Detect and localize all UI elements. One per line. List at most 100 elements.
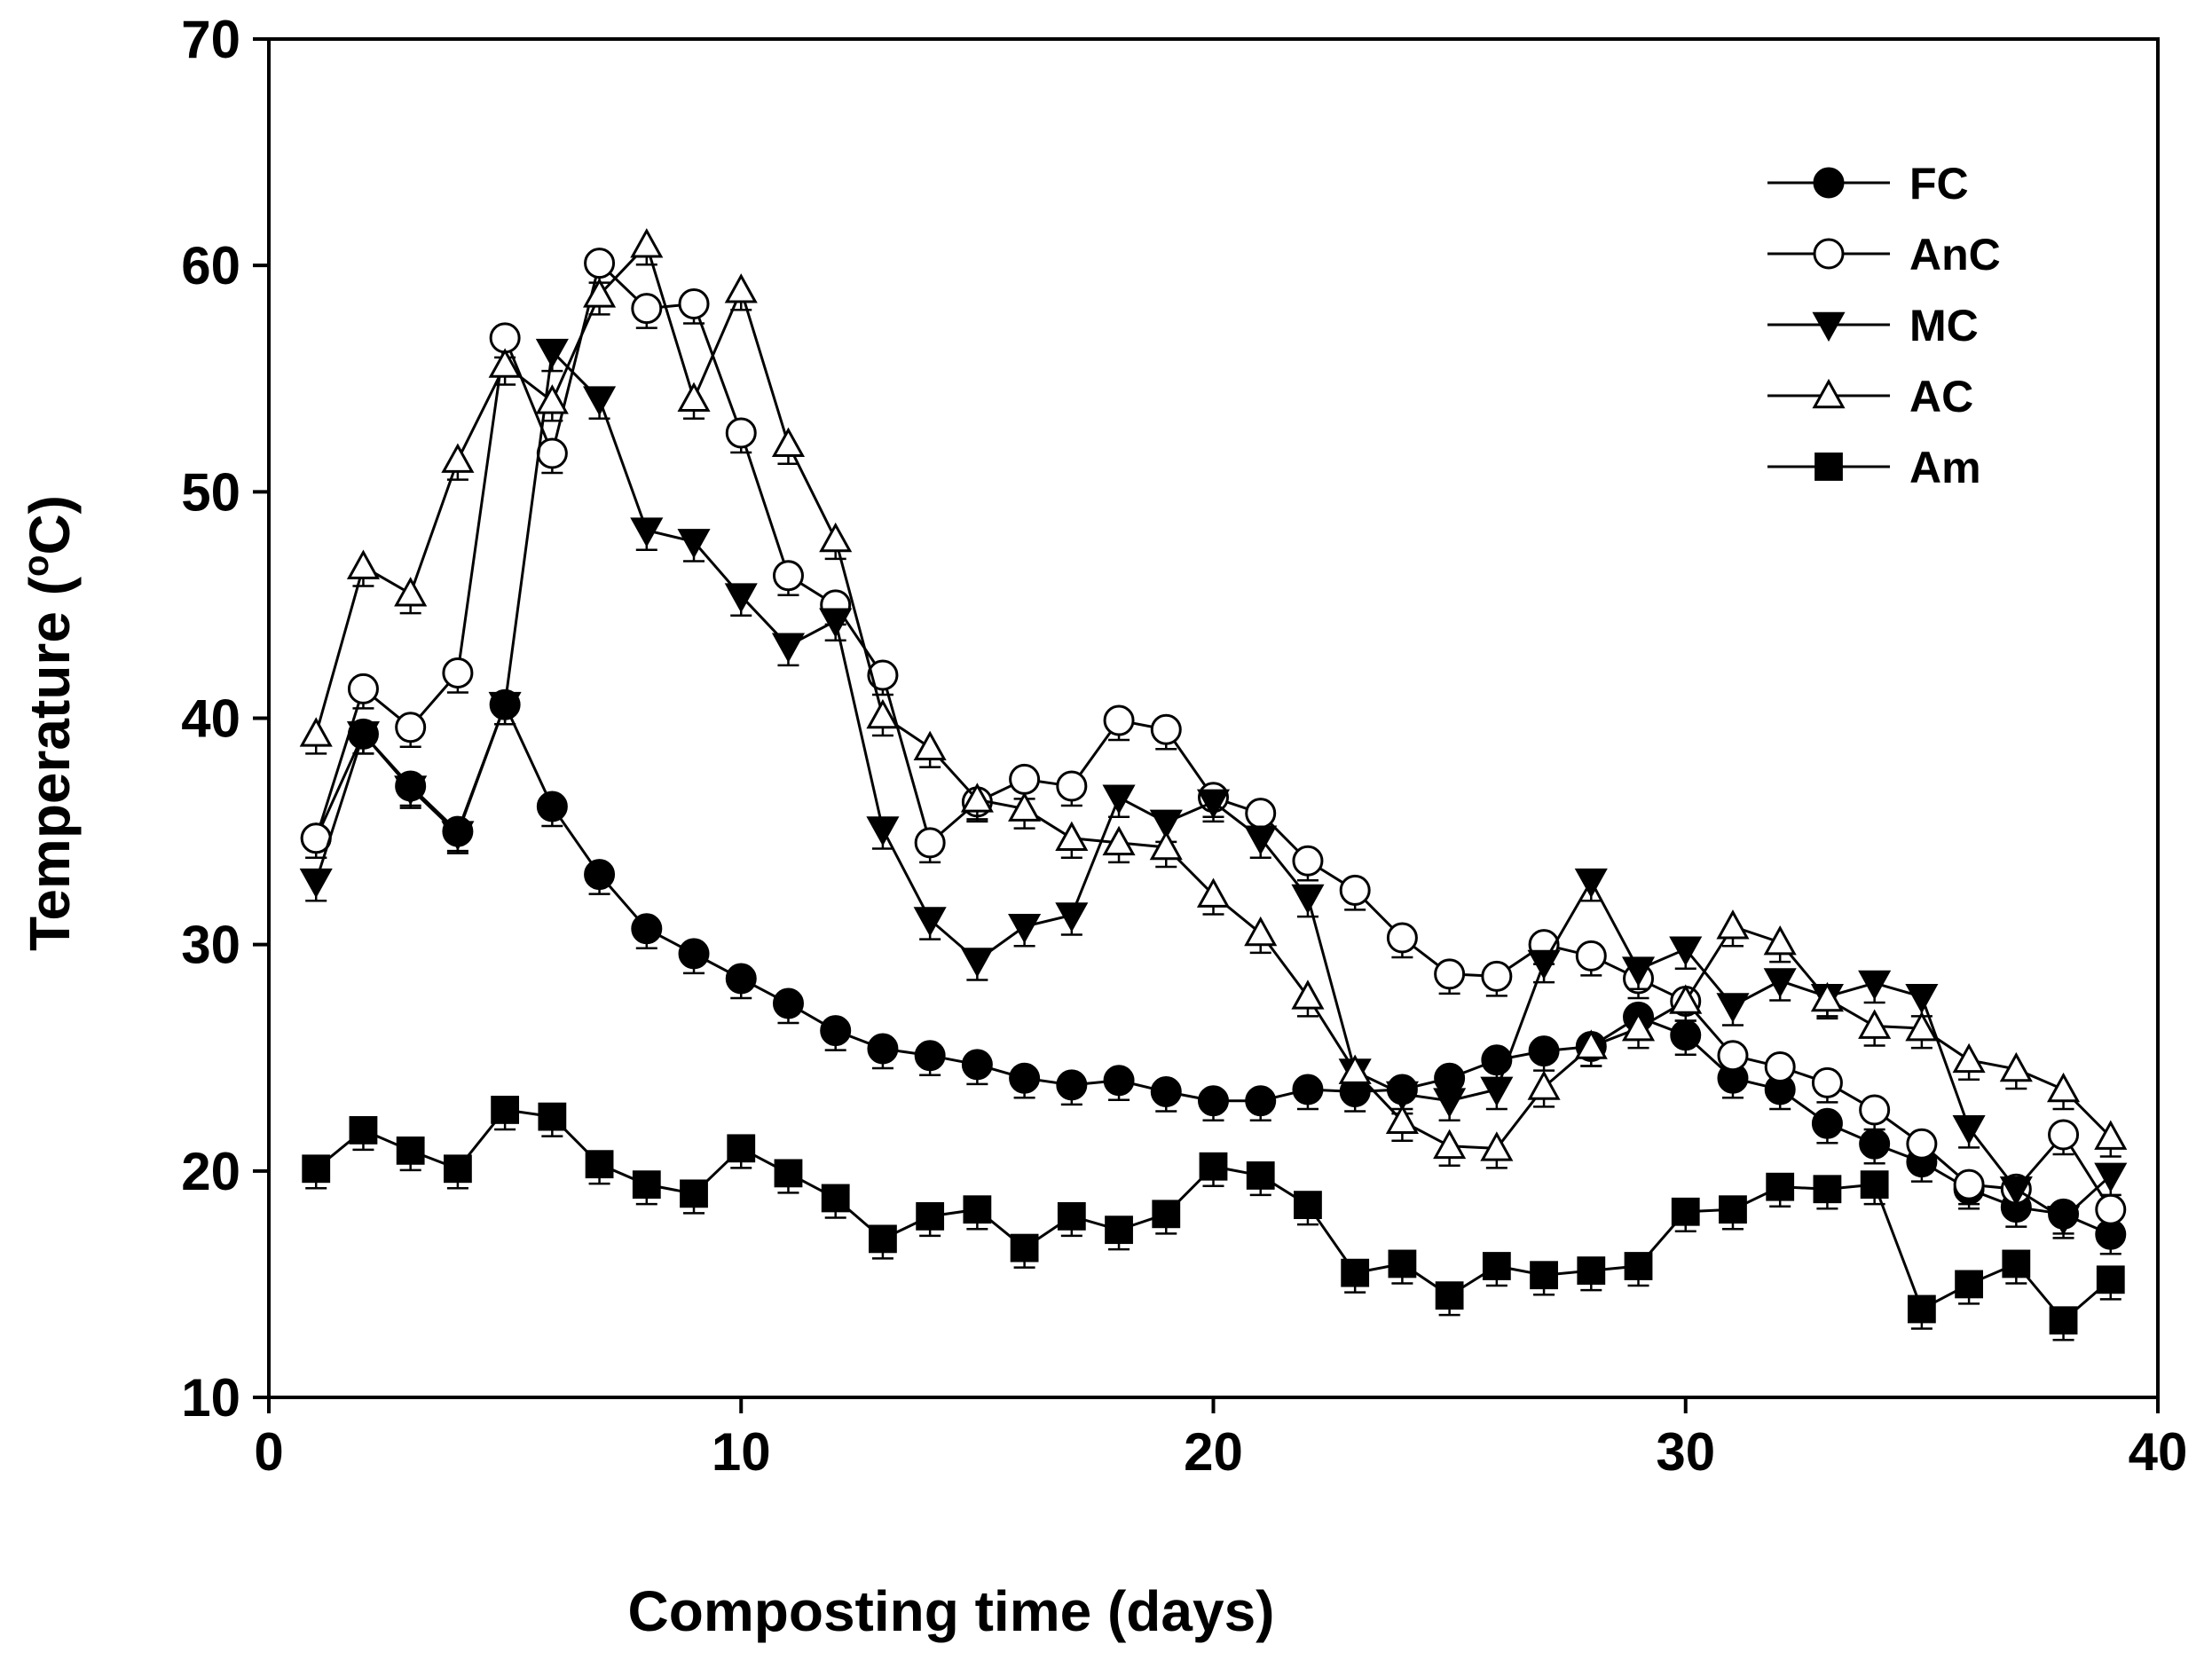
data-point bbox=[584, 248, 616, 279]
data-point bbox=[584, 859, 616, 891]
data-point bbox=[632, 1170, 661, 1200]
data-point bbox=[913, 730, 947, 760]
data-point bbox=[1528, 1035, 1560, 1067]
data-point bbox=[1292, 845, 1324, 877]
data-point bbox=[538, 1102, 567, 1131]
data-point bbox=[1434, 1062, 1466, 1094]
data-point bbox=[914, 1040, 946, 1072]
legend-marker bbox=[1814, 452, 1843, 481]
x-tick-label: 0 bbox=[254, 1422, 283, 1482]
data-point bbox=[1859, 1094, 1891, 1126]
data-point bbox=[1009, 763, 1041, 795]
data-point bbox=[1433, 1088, 1467, 1118]
data-point bbox=[677, 382, 711, 413]
x-tick-label: 40 bbox=[2129, 1422, 2188, 1482]
data-point bbox=[867, 659, 899, 691]
data-point bbox=[1999, 1176, 2033, 1207]
legend-label: MC bbox=[1909, 301, 1979, 350]
data-point bbox=[772, 560, 804, 592]
data-point bbox=[1244, 825, 1278, 855]
data-point bbox=[819, 608, 853, 638]
data-point bbox=[1008, 913, 1042, 944]
data-point bbox=[1952, 1042, 1986, 1074]
data-point bbox=[866, 698, 900, 729]
data-point bbox=[1859, 1128, 1891, 1160]
data-point bbox=[1907, 1294, 1936, 1324]
data-point bbox=[1810, 981, 1844, 1012]
data-point bbox=[1292, 1074, 1324, 1105]
data-point bbox=[1009, 1062, 1041, 1094]
data-point bbox=[1860, 1170, 1889, 1200]
data-point bbox=[1955, 1270, 1983, 1299]
data-point bbox=[1811, 1107, 1843, 1139]
data-point bbox=[299, 868, 333, 899]
data-point bbox=[1716, 993, 1750, 1023]
data-point bbox=[1670, 1019, 1702, 1051]
data-point bbox=[866, 816, 900, 846]
legend-label: Am bbox=[1909, 443, 1981, 492]
data-point bbox=[585, 1150, 614, 1179]
data-point bbox=[1575, 940, 1607, 972]
data-point bbox=[914, 827, 946, 859]
legend: FC AnC MC AC Am bbox=[1767, 159, 2001, 492]
data-point bbox=[820, 1015, 852, 1047]
data-point bbox=[1669, 936, 1703, 966]
y-tick-label: 70 bbox=[181, 10, 240, 69]
data-point bbox=[680, 1179, 708, 1208]
data-point bbox=[631, 293, 663, 325]
data-point bbox=[2047, 1072, 2081, 1103]
data-point bbox=[1150, 1076, 1182, 1108]
data-point bbox=[724, 273, 758, 303]
y-tick-label: 20 bbox=[181, 1142, 240, 1201]
data-point bbox=[346, 721, 380, 751]
data-point bbox=[1905, 984, 1939, 1014]
data-point bbox=[2047, 1206, 2081, 1236]
data-point bbox=[491, 1096, 520, 1124]
series-am bbox=[302, 1096, 2125, 1341]
data-point bbox=[2049, 1306, 2078, 1335]
data-point bbox=[1999, 1051, 2033, 1082]
data-point bbox=[1766, 1172, 1795, 1201]
x-axis-label: Composting time (days) bbox=[628, 1579, 1275, 1643]
data-point bbox=[1435, 1281, 1464, 1310]
data-point bbox=[1480, 1076, 1514, 1107]
data-point bbox=[394, 775, 428, 806]
data-point bbox=[441, 821, 475, 851]
data-point bbox=[821, 1184, 850, 1213]
x-tick-label: 10 bbox=[712, 1422, 771, 1482]
series-lines bbox=[299, 228, 2128, 1341]
legend-item-mc: MC bbox=[1767, 301, 1979, 350]
data-point bbox=[1624, 1252, 1653, 1280]
data-point bbox=[1102, 825, 1136, 856]
data-point bbox=[1385, 1081, 1419, 1112]
data-point bbox=[2094, 1162, 2128, 1193]
y-axis-label: Temperature (oC) bbox=[17, 495, 82, 951]
data-point bbox=[302, 1154, 331, 1184]
data-point bbox=[394, 577, 428, 607]
data-point bbox=[1574, 868, 1608, 899]
data-point bbox=[1244, 916, 1278, 947]
data-point bbox=[1246, 1161, 1275, 1190]
data-point bbox=[1763, 968, 1797, 998]
data-point bbox=[536, 791, 568, 822]
data-point bbox=[1763, 925, 1797, 956]
data-point bbox=[1388, 1249, 1417, 1278]
y-tick-label: 10 bbox=[181, 1368, 240, 1428]
data-point bbox=[1577, 1256, 1606, 1286]
y-tick-label: 40 bbox=[181, 689, 240, 749]
data-point bbox=[916, 1201, 945, 1231]
data-point bbox=[1905, 1011, 1939, 1042]
data-point bbox=[1530, 1261, 1558, 1290]
y-axis-label-end: C) bbox=[18, 495, 82, 555]
data-point bbox=[488, 691, 522, 722]
data-point bbox=[725, 417, 757, 449]
data-point bbox=[536, 437, 568, 469]
data-point bbox=[1621, 1011, 1656, 1042]
data-point bbox=[1574, 1029, 1608, 1059]
series-line-am bbox=[315, 1108, 2112, 1323]
series-ac bbox=[299, 228, 2128, 1169]
data-point bbox=[774, 1159, 803, 1188]
data-point bbox=[1245, 1085, 1277, 1117]
data-point bbox=[1716, 909, 1750, 940]
